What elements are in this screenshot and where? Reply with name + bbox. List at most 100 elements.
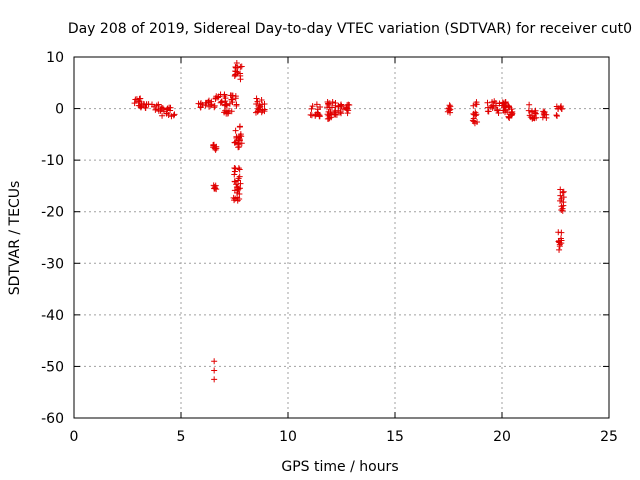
data-point (345, 107, 352, 114)
data-point (158, 103, 165, 110)
y-tick-label: -10 (41, 153, 64, 169)
data-point (338, 101, 345, 108)
data-point (211, 367, 218, 374)
data-point (233, 59, 240, 66)
data-point (332, 102, 339, 109)
data-point (531, 115, 538, 122)
data-point (235, 144, 242, 151)
data-point (346, 102, 353, 109)
data-point (232, 71, 239, 78)
data-point (236, 196, 243, 203)
data-point (212, 182, 219, 189)
data-point (237, 63, 244, 70)
data-point (540, 108, 547, 115)
data-point (313, 101, 320, 108)
data-point (131, 100, 138, 107)
data-point (224, 110, 231, 117)
x-tick-label: 5 (177, 429, 186, 445)
data-point (142, 104, 149, 111)
data-point (138, 101, 145, 108)
data-point (222, 107, 229, 114)
data-point (236, 166, 243, 173)
data-point (258, 109, 265, 116)
data-point (143, 101, 150, 108)
x-axis-label: GPS time / hours (281, 459, 398, 475)
data-point (205, 99, 212, 106)
data-point (168, 113, 175, 120)
data-point (231, 178, 238, 185)
data-point (232, 127, 239, 134)
data-point (217, 99, 224, 106)
data-point (559, 189, 566, 196)
data-point (502, 99, 509, 106)
axes: 0 5 10 15 20 25 -60 -50 -40 -30 -20 -10 0 10 (41, 50, 618, 445)
data-point (218, 98, 225, 105)
data-point (559, 207, 566, 214)
data-points (131, 59, 567, 383)
data-point (152, 106, 159, 113)
data-point (171, 111, 178, 118)
data-point (338, 110, 345, 117)
data-point (236, 123, 243, 130)
data-point (236, 173, 243, 180)
data-point (531, 109, 538, 116)
data-point (484, 99, 491, 106)
data-point (211, 376, 218, 383)
x-tick-label: 25 (600, 429, 618, 445)
x-tick-label: 15 (386, 429, 404, 445)
data-point (226, 100, 233, 107)
data-point (254, 98, 261, 105)
data-point (234, 186, 241, 193)
data-point (314, 109, 321, 116)
data-point (326, 104, 333, 111)
data-point (153, 102, 160, 109)
data-point (232, 64, 239, 71)
data-point (221, 102, 228, 109)
x-tick-label: 20 (493, 429, 511, 445)
data-point (261, 101, 268, 108)
data-point (525, 107, 532, 114)
data-point (308, 112, 315, 119)
data-point (229, 96, 236, 103)
x-tick-label: 10 (279, 429, 297, 445)
data-point (344, 110, 351, 117)
data-point (231, 197, 238, 204)
data-point (213, 93, 220, 100)
data-point (137, 104, 144, 111)
data-point (333, 111, 340, 118)
data-point (317, 104, 324, 111)
data-point (256, 102, 263, 109)
data-point (233, 181, 240, 188)
data-point (163, 110, 170, 117)
y-tick-label: -20 (41, 205, 64, 221)
data-point (556, 246, 563, 253)
data-point (221, 91, 228, 98)
y-tick-label: -60 (41, 411, 64, 427)
data-point (237, 70, 244, 77)
data-point (231, 171, 238, 178)
data-point (253, 95, 260, 102)
data-point (258, 96, 265, 103)
data-point (228, 108, 235, 115)
data-point (331, 111, 338, 118)
data-point (560, 188, 567, 195)
data-point (470, 102, 477, 109)
data-point (505, 103, 512, 110)
data-point (470, 110, 477, 117)
data-point (316, 113, 323, 120)
data-point (325, 108, 332, 115)
data-point (212, 95, 219, 102)
data-point (222, 95, 229, 102)
data-point (308, 105, 315, 112)
data-point (231, 139, 238, 146)
data-point (505, 114, 512, 121)
chart-title: Day 208 of 2019, Sidereal Day-to-day VTE… (68, 21, 632, 37)
data-point (560, 194, 567, 201)
data-point (235, 177, 242, 184)
data-point (447, 109, 454, 116)
data-point (508, 109, 515, 116)
data-point (309, 103, 316, 110)
data-point (232, 165, 239, 172)
data-point (324, 98, 331, 105)
data-point (556, 241, 563, 248)
